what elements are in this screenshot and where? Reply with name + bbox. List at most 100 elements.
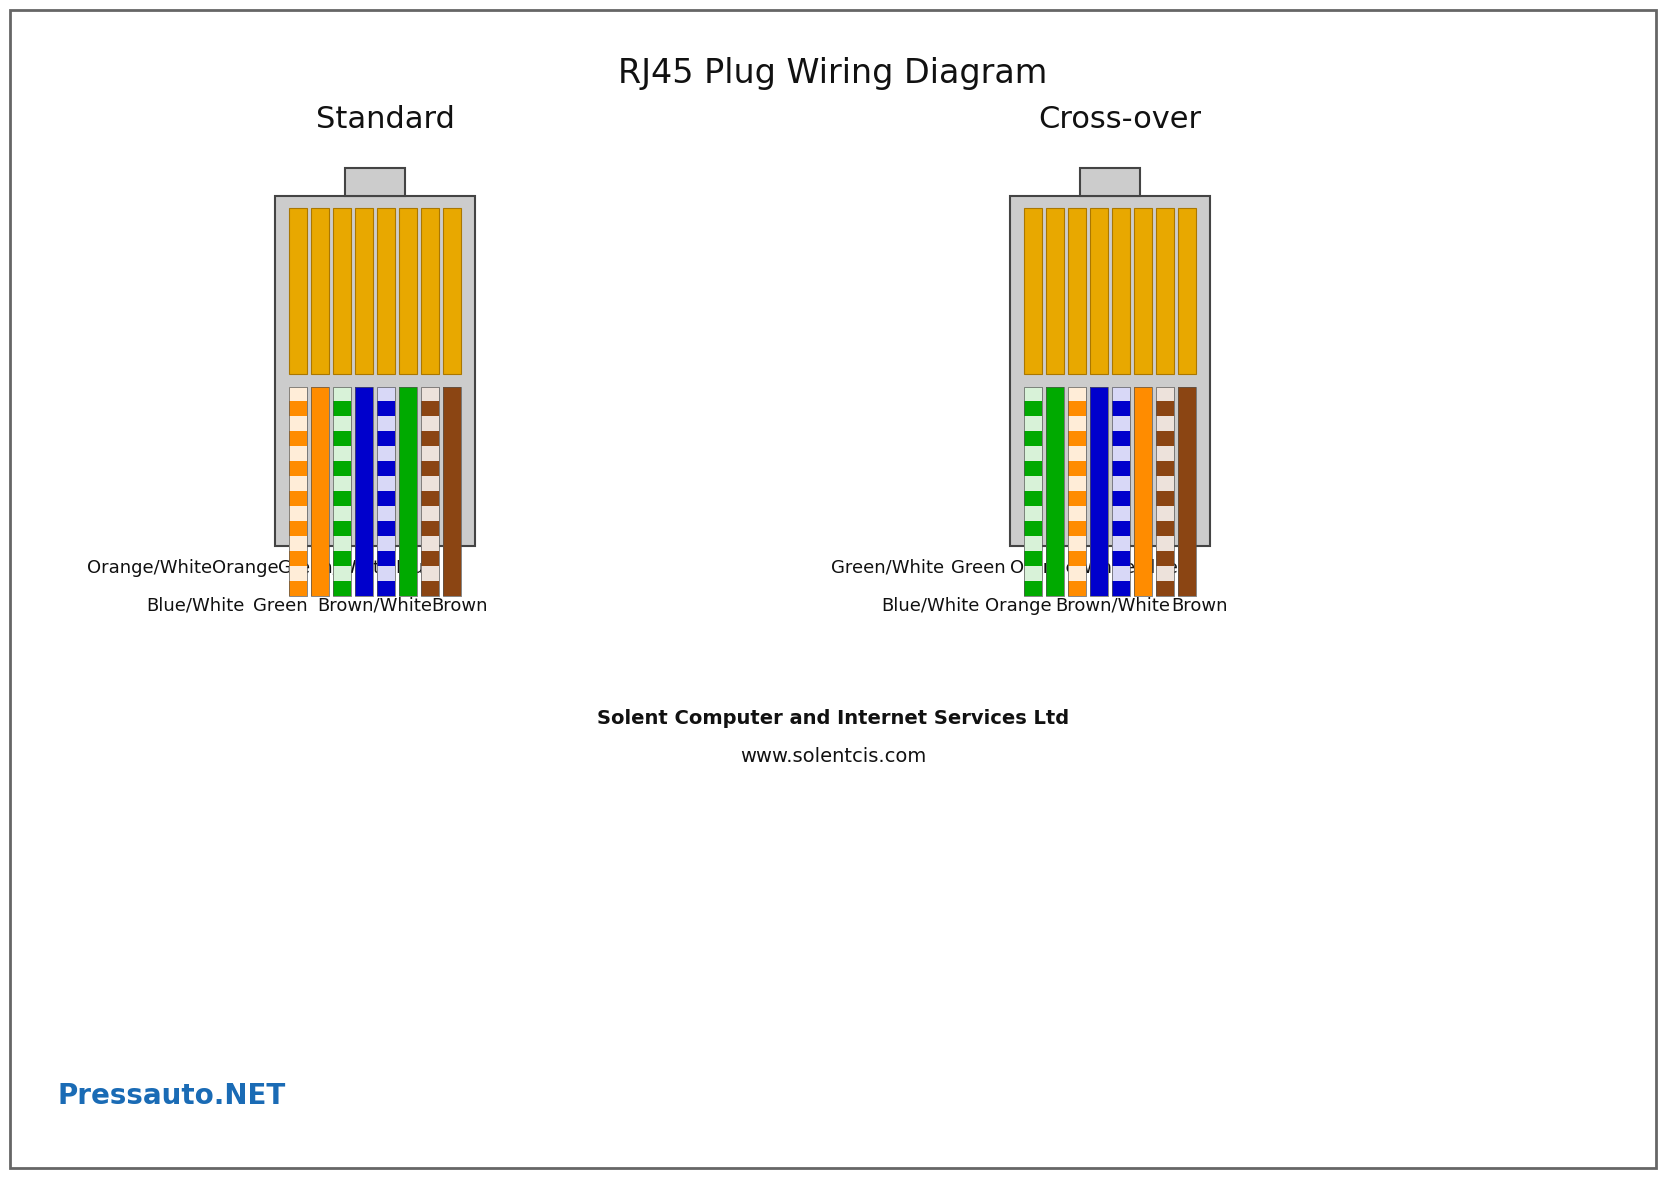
Bar — [275, 196, 475, 545]
Bar — [288, 417, 307, 431]
Bar — [288, 507, 307, 521]
Bar — [1111, 507, 1130, 521]
Text: Blue: Blue — [1138, 560, 1178, 577]
Bar — [421, 507, 440, 521]
Bar — [355, 386, 373, 596]
Bar — [1156, 536, 1175, 551]
Text: Blue/White: Blue/White — [147, 597, 245, 615]
Bar — [1178, 386, 1196, 596]
Bar — [333, 507, 352, 521]
Bar — [1025, 476, 1041, 491]
Bar — [1090, 386, 1108, 596]
Bar — [355, 209, 373, 373]
Bar — [333, 209, 352, 373]
Bar — [288, 386, 307, 596]
Bar — [312, 209, 328, 373]
Bar — [333, 386, 352, 402]
Bar — [377, 209, 395, 373]
Bar — [1156, 386, 1175, 402]
Bar — [1156, 507, 1175, 521]
Bar — [377, 386, 395, 596]
Bar — [1135, 209, 1151, 373]
Bar — [421, 536, 440, 551]
Bar — [1111, 209, 1130, 373]
Text: Brown/White: Brown/White — [1056, 597, 1171, 615]
Bar — [1111, 417, 1130, 431]
Bar — [1090, 386, 1108, 596]
Bar — [1025, 536, 1041, 551]
Bar — [443, 386, 461, 596]
Bar — [1068, 386, 1086, 596]
Bar — [421, 476, 440, 491]
Bar — [377, 386, 395, 596]
Bar — [288, 386, 307, 596]
Bar — [421, 386, 440, 402]
Bar — [1025, 386, 1041, 402]
Bar — [1135, 386, 1151, 596]
Text: Orange: Orange — [212, 560, 278, 577]
Bar — [421, 386, 440, 596]
Bar — [1111, 536, 1130, 551]
Text: www.solentcis.com: www.solentcis.com — [740, 747, 926, 766]
Bar — [333, 536, 352, 551]
Bar — [1025, 567, 1041, 581]
Bar — [1135, 386, 1151, 596]
Bar — [443, 386, 461, 596]
Text: Blue/White: Blue/White — [881, 597, 980, 615]
Bar — [333, 476, 352, 491]
Bar — [1025, 386, 1041, 596]
Bar — [377, 507, 395, 521]
Bar — [288, 476, 307, 491]
Bar — [1025, 209, 1041, 373]
Bar — [1025, 417, 1041, 431]
Text: Pressauto.NET: Pressauto.NET — [58, 1083, 287, 1110]
Bar — [1156, 446, 1175, 462]
Bar — [398, 386, 416, 596]
Text: Green/White: Green/White — [278, 560, 392, 577]
Bar — [1046, 209, 1065, 373]
Bar — [1046, 386, 1065, 596]
Bar — [333, 417, 352, 431]
Bar — [1068, 507, 1086, 521]
Bar — [333, 386, 352, 596]
Bar — [377, 567, 395, 581]
Bar — [1080, 168, 1140, 196]
Bar — [1068, 417, 1086, 431]
Bar — [1068, 209, 1086, 373]
Bar — [1090, 209, 1108, 373]
Bar — [1111, 386, 1130, 596]
Bar — [1068, 536, 1086, 551]
Bar — [1025, 446, 1041, 462]
Bar — [345, 168, 405, 196]
Bar — [1025, 386, 1041, 596]
Text: Green: Green — [951, 560, 1005, 577]
Text: Brown/White: Brown/White — [318, 597, 433, 615]
Bar — [1111, 567, 1130, 581]
Bar — [377, 386, 395, 402]
Text: RJ45 Plug Wiring Diagram: RJ45 Plug Wiring Diagram — [618, 57, 1048, 90]
Text: Solent Computer and Internet Services Ltd: Solent Computer and Internet Services Lt… — [596, 708, 1070, 728]
Bar — [1068, 567, 1086, 581]
Text: Brown: Brown — [1171, 597, 1228, 615]
Bar — [421, 417, 440, 431]
Bar — [1111, 476, 1130, 491]
Text: Orange: Orange — [985, 597, 1051, 615]
Text: Cross-over: Cross-over — [1038, 106, 1201, 134]
Bar — [1111, 386, 1130, 402]
Bar — [421, 209, 440, 373]
Bar — [312, 386, 328, 596]
Bar — [333, 567, 352, 581]
Bar — [1178, 386, 1196, 596]
Bar — [443, 209, 461, 373]
Bar — [1156, 386, 1175, 596]
Bar — [288, 446, 307, 462]
Text: Standard: Standard — [315, 106, 455, 134]
Text: Orange/White: Orange/White — [1011, 560, 1136, 577]
Bar — [377, 476, 395, 491]
Bar — [1068, 386, 1086, 402]
Bar — [1111, 446, 1130, 462]
Bar — [377, 417, 395, 431]
Bar — [377, 536, 395, 551]
Bar — [398, 386, 416, 596]
Bar — [1156, 476, 1175, 491]
